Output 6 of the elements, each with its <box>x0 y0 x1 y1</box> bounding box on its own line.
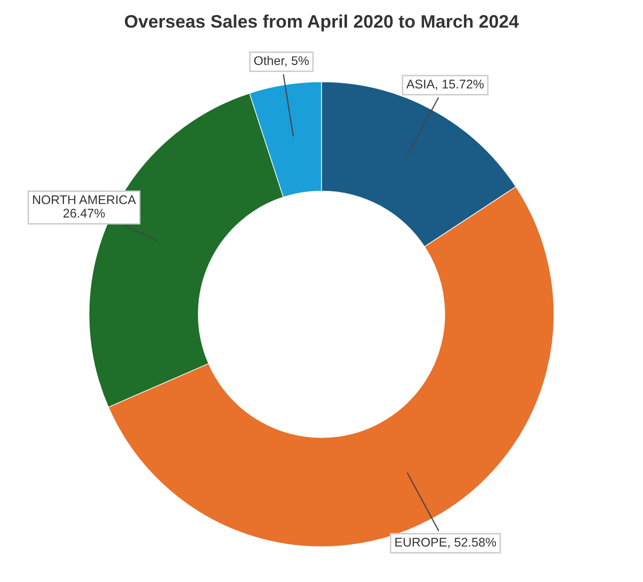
slice-label: EUROPE, 52.58% <box>395 538 496 548</box>
chart-title: Overseas Sales from April 2020 to March 2024 <box>124 14 519 32</box>
slice-label: ASIA, 15.72% <box>406 80 484 90</box>
slice-label: NORTH AMERICA <box>33 195 136 204</box>
slice-label: Other, 5% <box>254 56 309 67</box>
data-label: 26.47% <box>63 208 105 218</box>
